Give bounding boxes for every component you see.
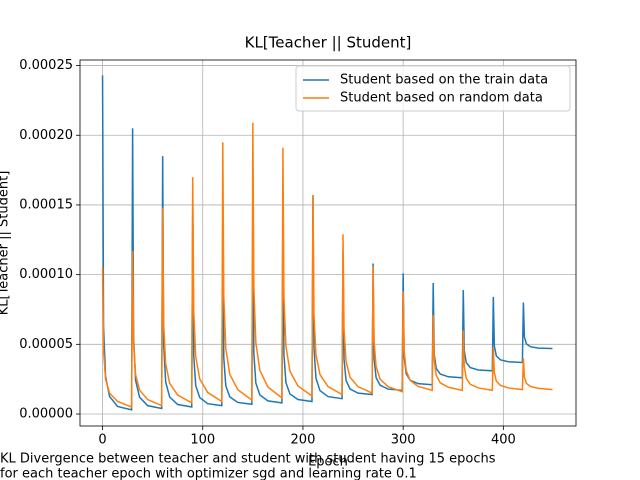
- caption-line: for each teacher epoch with optimizer sg…: [0, 467, 417, 480]
- y-tick-label: 0.00010: [19, 267, 73, 282]
- plot-frame: [79, 59, 577, 427]
- y-tick-label: 0.00005: [19, 337, 73, 352]
- y-tick-label: 0.00015: [19, 197, 73, 212]
- legend-label: Student based on the train data: [340, 73, 548, 88]
- y-tick-label: 0.00000: [19, 407, 73, 422]
- y-tick-label: 0.00020: [19, 128, 73, 143]
- x-tick-label: 0: [98, 433, 106, 448]
- x-axis-label: Epoch: [308, 455, 348, 470]
- x-tick-label: 300: [391, 433, 416, 448]
- chart-title: KL[Teacher || Student]: [245, 34, 412, 52]
- x-tick-label: 400: [491, 433, 516, 448]
- caption-line: KL Divergence between teacher and studen…: [0, 452, 496, 467]
- legend-label: Student based on random data: [340, 91, 543, 106]
- y-tick-label: 0.00025: [19, 58, 73, 73]
- x-tick-label: 100: [190, 433, 215, 448]
- y-axis-label: KL[Teacher || Student]: [0, 171, 12, 316]
- legend-box: [295, 65, 571, 112]
- x-tick-label: 200: [291, 433, 316, 448]
- data-line: [101, 122, 553, 409]
- data-line: [101, 75, 553, 411]
